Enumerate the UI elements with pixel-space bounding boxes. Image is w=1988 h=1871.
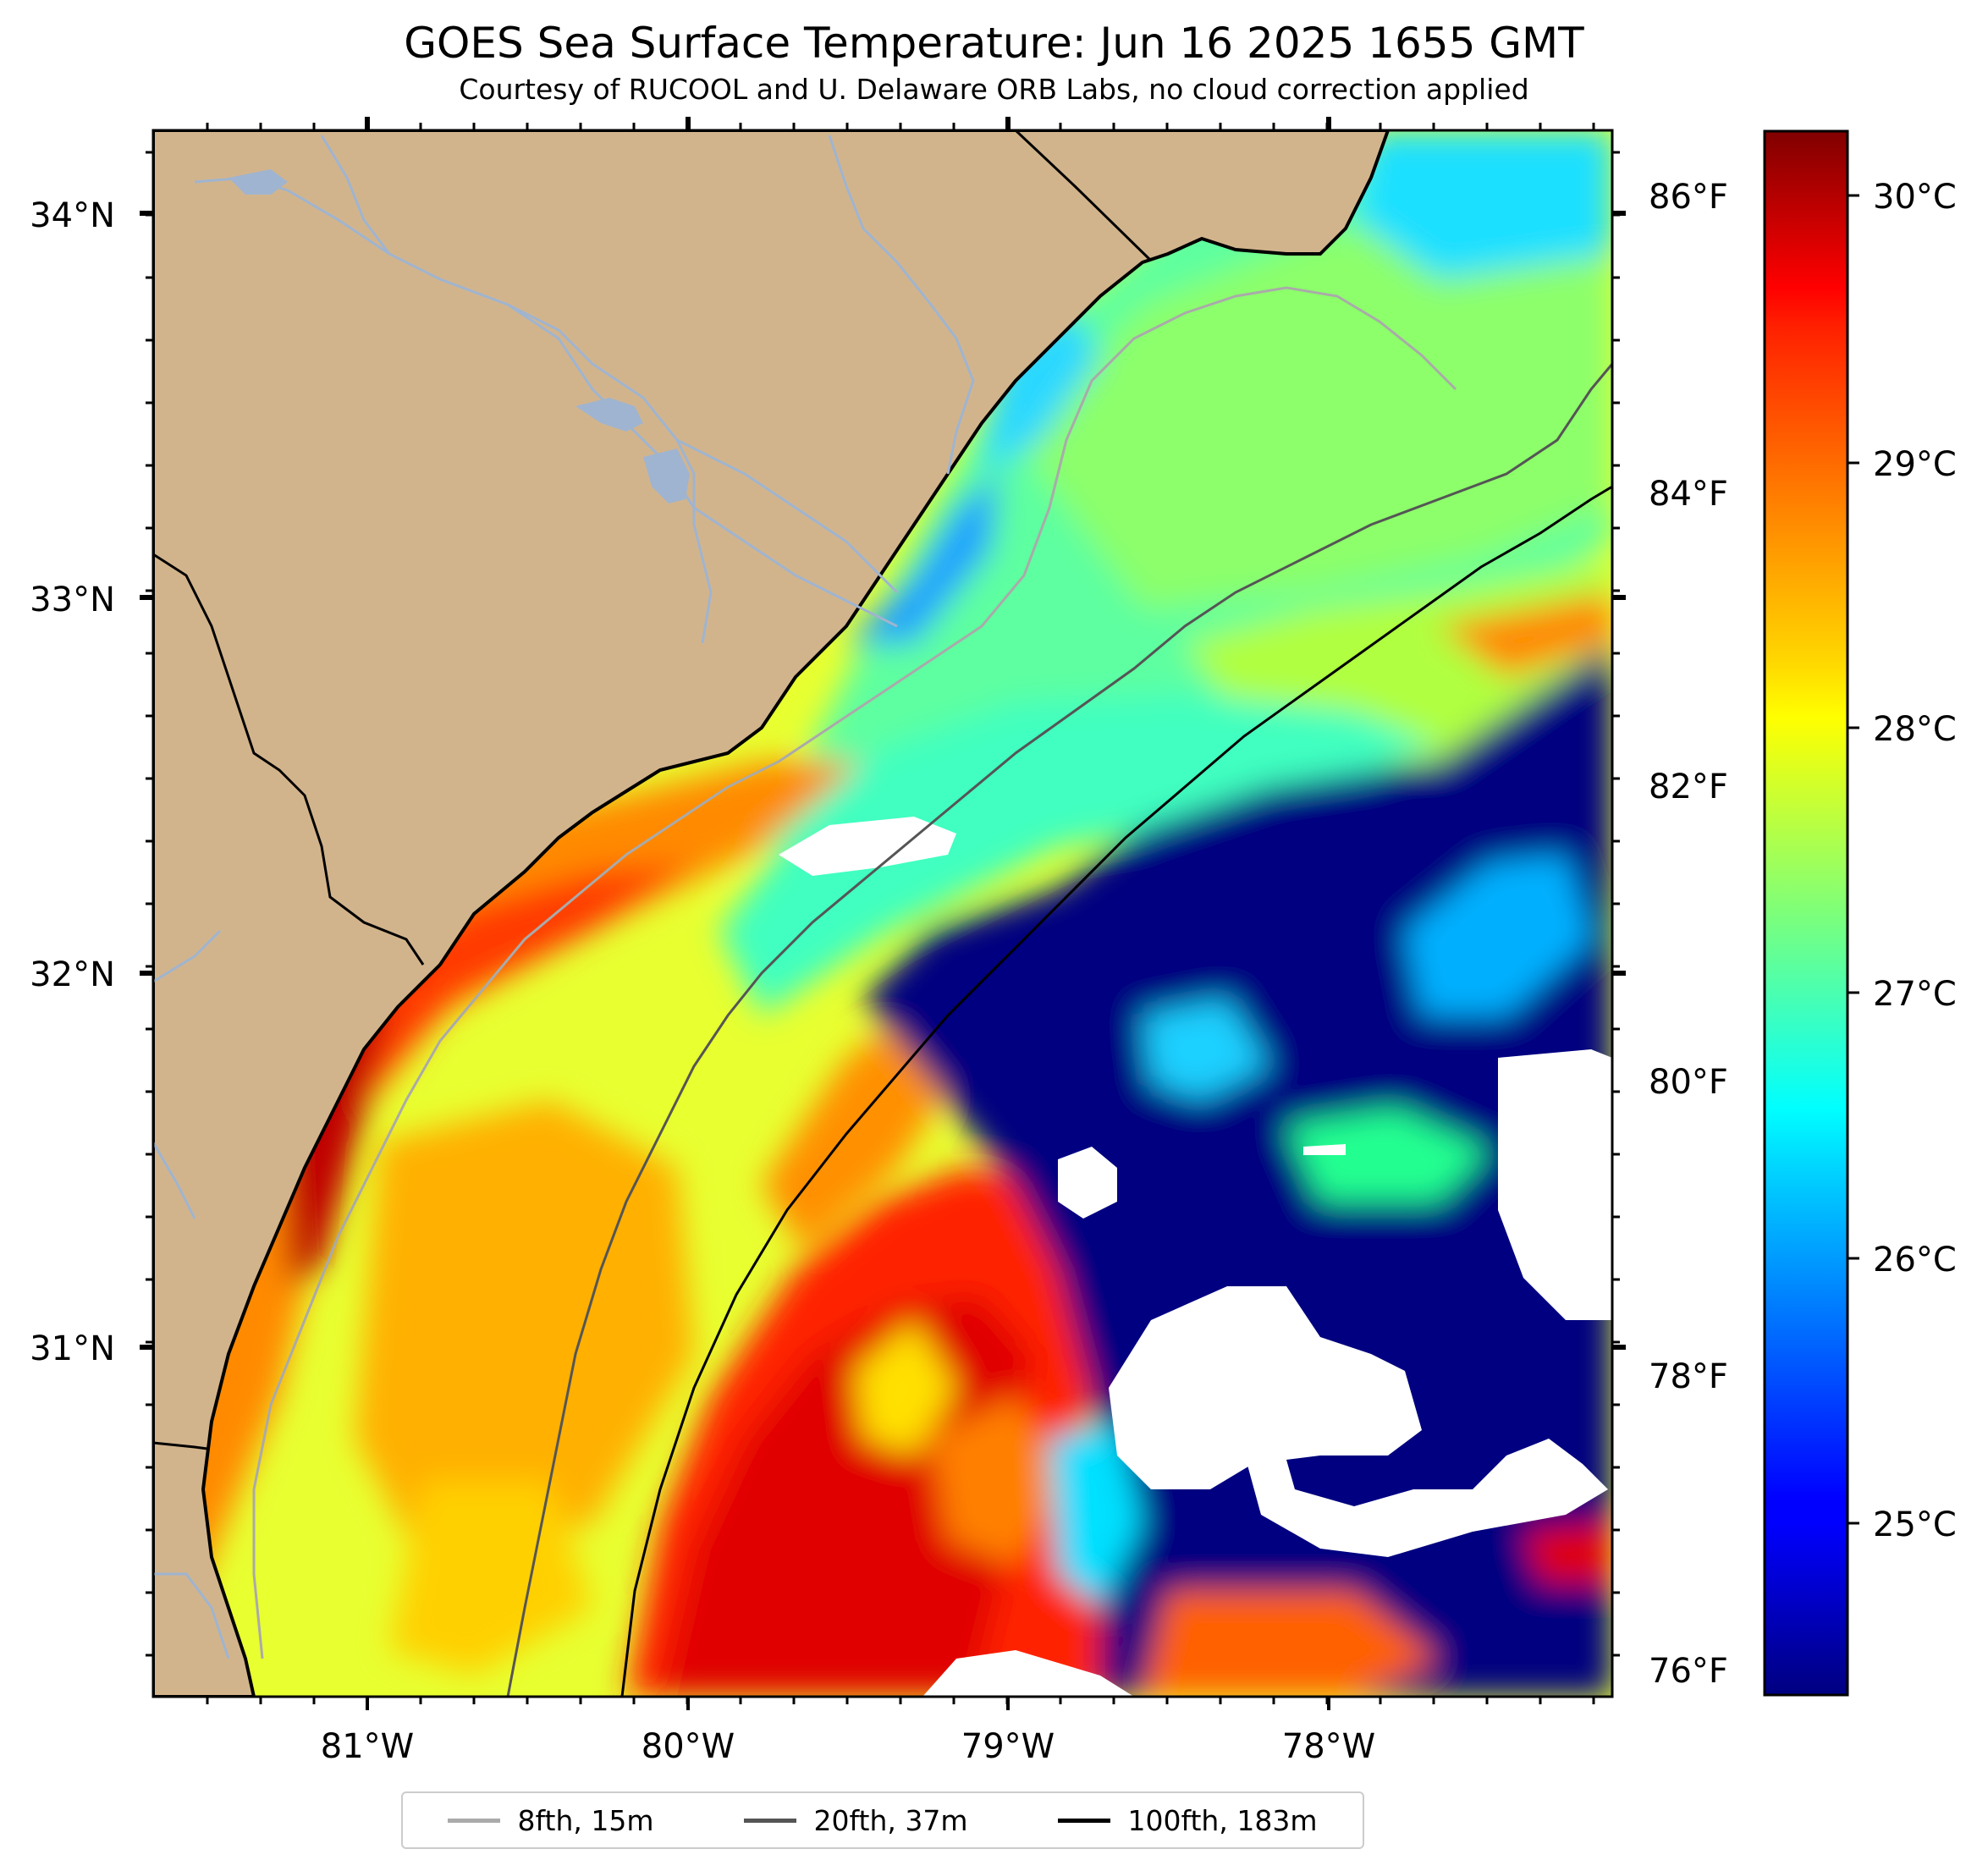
legend-swatch-8fth <box>448 1818 501 1823</box>
map-plot-area <box>153 130 1612 1697</box>
f-label-84: 84°F <box>1649 475 1728 514</box>
lake-marion <box>575 398 690 504</box>
legend-label-100fth: 100fth, 183m <box>1127 1803 1318 1837</box>
c-label-26: 26°C <box>1873 1241 1957 1279</box>
legend-swatch-100fth <box>1058 1818 1111 1823</box>
f-label-86: 86°F <box>1649 178 1728 217</box>
f-label-78: 78°F <box>1649 1357 1728 1396</box>
f-label-82: 82°F <box>1649 768 1728 806</box>
legend-item-100fth: 100fth, 183m <box>1058 1804 1317 1837</box>
isobath-8fth <box>252 286 1457 1659</box>
latitude-labels: 34°N 33°N 32°N 31°N <box>30 196 115 1368</box>
c-label-27: 27°C <box>1873 975 1957 1014</box>
colorbar: 30°C 29°C 28°C 27°C 26°C 25°C <box>1763 129 1957 1697</box>
isobath-100fth <box>620 485 1612 1697</box>
lat-label-32n: 32°N <box>30 955 115 994</box>
land-mass <box>153 130 1390 1697</box>
lon-label-79w: 79°W <box>961 1727 1055 1766</box>
isobath-legend: 8fth, 15m 20fth, 37m 100fth, 183m <box>401 1791 1364 1849</box>
chart-subtitle: Courtesy of RUCOOL and U. Delaware ORB L… <box>459 73 1529 106</box>
rivers <box>153 135 975 1659</box>
c-label-28: 28°C <box>1873 710 1957 749</box>
chart-title: GOES Sea Surface Temperature: Jun 16 202… <box>404 19 1584 68</box>
lat-label-31n: 31°N <box>30 1329 115 1368</box>
isobath-20fth <box>506 363 1612 1697</box>
legend-item-8fth: 8fth, 15m <box>448 1803 654 1837</box>
c-label-29: 29°C <box>1873 445 1957 484</box>
cloud-mask <box>779 817 1612 1697</box>
fahrenheit-labels: 86°F 84°F 82°F 80°F 78°F 76°F <box>1649 178 1728 1691</box>
f-label-80: 80°F <box>1649 1063 1728 1102</box>
legend-swatch-20fth <box>744 1818 797 1823</box>
legend-item-20fth: 20fth, 37m <box>744 1804 967 1837</box>
c-label-25: 25°C <box>1873 1505 1957 1544</box>
legend-label-20fth: 20fth, 37m <box>813 1803 968 1837</box>
longitude-labels: 81°W 80°W 79°W 78°W <box>321 1727 1375 1766</box>
lon-label-78w: 78°W <box>1282 1727 1375 1766</box>
lat-label-34n: 34°N <box>30 196 115 235</box>
map-frame <box>151 129 1614 1698</box>
legend-label-8fth: 8fth, 15m <box>517 1803 654 1837</box>
lat-label-33n: 33°N <box>30 581 115 619</box>
lon-label-81w: 81°W <box>321 1727 414 1766</box>
sst-field <box>153 130 1612 1697</box>
c-label-30: 30°C <box>1873 178 1957 217</box>
axis-ticks <box>140 117 1626 1710</box>
f-label-76: 76°F <box>1649 1652 1728 1691</box>
colorbar-gradient <box>1763 129 1849 1697</box>
lake-moultrie <box>229 169 288 195</box>
state-borders <box>153 130 1153 1450</box>
lon-label-80w: 80°W <box>642 1727 735 1766</box>
